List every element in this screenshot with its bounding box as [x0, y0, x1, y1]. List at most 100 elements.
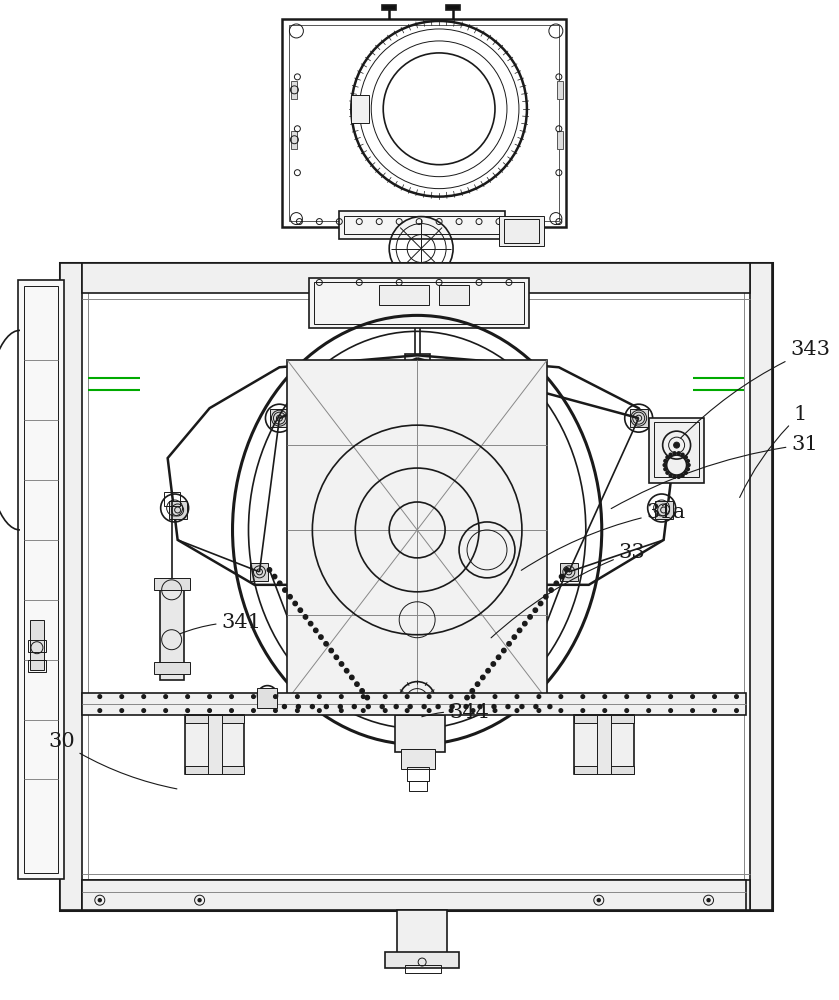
Circle shape	[674, 442, 680, 448]
Circle shape	[298, 608, 303, 612]
Circle shape	[208, 709, 211, 712]
Circle shape	[685, 456, 687, 459]
Circle shape	[449, 695, 453, 698]
Circle shape	[394, 705, 399, 709]
Circle shape	[350, 675, 354, 680]
Circle shape	[518, 628, 522, 633]
Circle shape	[334, 655, 339, 659]
Text: 33: 33	[491, 543, 645, 638]
Circle shape	[502, 648, 506, 653]
Bar	[385, 952, 459, 968]
Bar	[446, 5, 460, 10]
Bar	[24, 286, 58, 873]
Circle shape	[362, 695, 365, 698]
Circle shape	[310, 705, 315, 709]
Circle shape	[713, 695, 717, 698]
Circle shape	[497, 655, 501, 659]
Bar	[82, 263, 750, 293]
Circle shape	[427, 695, 431, 698]
Circle shape	[673, 475, 676, 478]
Circle shape	[164, 709, 168, 712]
Circle shape	[340, 709, 343, 712]
Circle shape	[670, 474, 672, 477]
Circle shape	[528, 615, 532, 619]
Circle shape	[677, 452, 680, 455]
Circle shape	[427, 709, 431, 712]
Circle shape	[252, 695, 255, 698]
Circle shape	[436, 705, 440, 709]
Bar	[574, 715, 633, 774]
Text: 343: 343	[680, 340, 831, 438]
Bar	[68, 271, 764, 902]
Circle shape	[274, 695, 277, 698]
Bar	[270, 409, 289, 427]
Circle shape	[549, 588, 553, 592]
Circle shape	[465, 695, 469, 700]
Bar	[743, 882, 773, 910]
Circle shape	[512, 635, 517, 639]
Bar	[60, 263, 90, 291]
Bar	[504, 219, 539, 243]
Circle shape	[329, 648, 333, 653]
Circle shape	[581, 709, 585, 712]
Bar	[395, 715, 446, 752]
Circle shape	[685, 471, 687, 474]
Circle shape	[380, 705, 384, 709]
Bar	[397, 910, 447, 955]
Circle shape	[735, 695, 738, 698]
Bar	[383, 5, 396, 10]
Circle shape	[663, 464, 666, 467]
Circle shape	[581, 695, 585, 698]
Circle shape	[120, 695, 123, 698]
Circle shape	[472, 709, 475, 712]
Circle shape	[544, 595, 548, 599]
Circle shape	[554, 581, 559, 585]
Bar	[28, 640, 46, 652]
Circle shape	[142, 695, 145, 698]
Circle shape	[478, 705, 482, 709]
Bar	[574, 715, 633, 723]
Bar	[164, 492, 180, 506]
Bar	[743, 263, 773, 291]
Circle shape	[681, 453, 684, 456]
Circle shape	[520, 705, 524, 709]
Circle shape	[283, 588, 287, 592]
Text: 341: 341	[180, 613, 262, 634]
Bar	[557, 131, 563, 149]
Circle shape	[470, 689, 475, 693]
Circle shape	[476, 682, 480, 686]
Circle shape	[345, 669, 349, 673]
Bar	[352, 95, 369, 123]
Circle shape	[506, 705, 510, 709]
Text: 30: 30	[48, 732, 177, 789]
Circle shape	[405, 709, 409, 712]
Circle shape	[690, 695, 695, 698]
Circle shape	[515, 709, 519, 712]
Bar	[185, 715, 244, 774]
Circle shape	[603, 695, 607, 698]
Bar	[315, 282, 524, 324]
Circle shape	[383, 695, 387, 698]
Circle shape	[164, 695, 168, 698]
Bar	[283, 19, 565, 227]
Circle shape	[365, 695, 369, 700]
Bar	[30, 620, 44, 670]
Bar	[288, 360, 547, 700]
Circle shape	[559, 709, 563, 712]
Circle shape	[534, 705, 538, 709]
Circle shape	[98, 709, 102, 712]
Circle shape	[355, 682, 359, 686]
Circle shape	[539, 601, 543, 606]
Circle shape	[666, 456, 669, 459]
Bar	[169, 501, 186, 519]
Circle shape	[664, 459, 667, 462]
Circle shape	[252, 709, 255, 712]
Bar	[750, 263, 773, 910]
Circle shape	[686, 459, 690, 462]
Circle shape	[686, 468, 690, 471]
Circle shape	[208, 695, 211, 698]
Circle shape	[523, 621, 527, 626]
Circle shape	[464, 705, 468, 709]
Circle shape	[230, 709, 233, 712]
Bar	[574, 766, 633, 774]
